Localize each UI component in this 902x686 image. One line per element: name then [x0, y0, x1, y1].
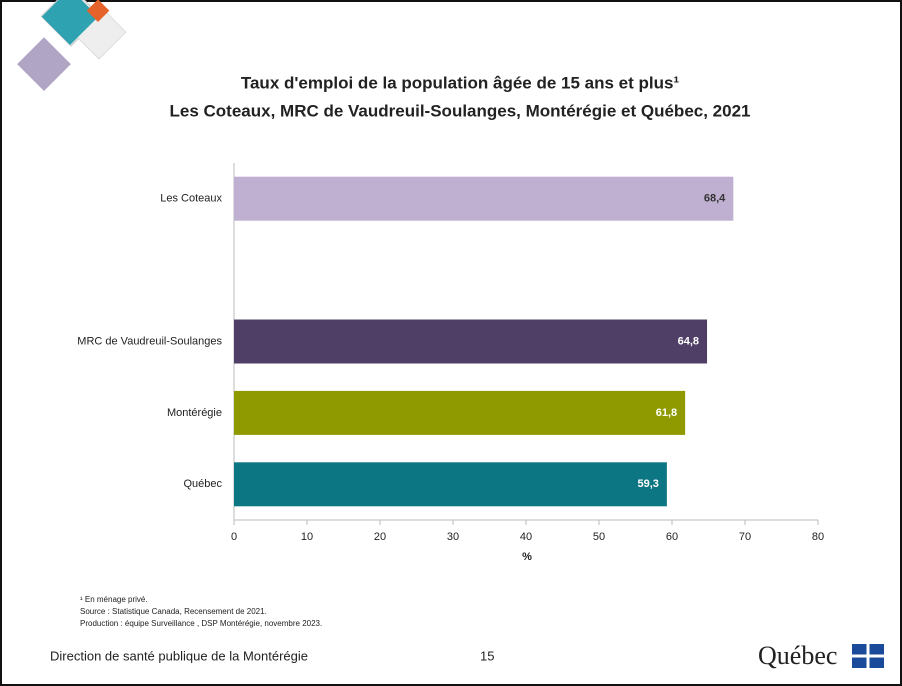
- deco-square: [17, 37, 71, 91]
- x-axis-label: %: [522, 551, 532, 563]
- footnote: Production : équipe Surveillance , DSP M…: [80, 619, 322, 628]
- x-tick-label: 20: [374, 531, 386, 543]
- x-tick-label: 80: [812, 531, 824, 543]
- footnote: Source : Statistique Canada, Recensement…: [80, 607, 267, 616]
- deco-square: [86, 0, 110, 22]
- chart-title: Les Coteaux, MRC de Vaudreuil-Soulanges,…: [170, 101, 751, 120]
- page-number: 15: [480, 648, 494, 663]
- x-tick-label: 30: [447, 531, 459, 543]
- x-tick-label: 70: [739, 531, 751, 543]
- value-label: 59,3: [637, 478, 658, 490]
- footer: Direction de santé publique de la Montér…: [50, 648, 308, 663]
- y-tick-label: Montérégie: [167, 407, 222, 419]
- logo-text: Québec: [758, 641, 837, 670]
- bar: [234, 390, 686, 435]
- x-tick-label: 40: [520, 531, 532, 543]
- logo-flag: [852, 644, 884, 668]
- x-tick-label: 50: [593, 531, 605, 543]
- footnote: ¹ En ménage privé.: [80, 595, 148, 604]
- chart-title: Taux d'emploi de la population âgée de 1…: [241, 73, 680, 92]
- y-tick-label: Les Coteaux: [160, 193, 222, 205]
- decoration: [17, 0, 127, 91]
- value-label: 61,8: [656, 407, 677, 419]
- bar: [234, 319, 708, 364]
- flag-cross: [852, 654, 884, 658]
- value-label: 68,4: [704, 193, 726, 205]
- deco-square: [41, 0, 99, 45]
- value-label: 64,8: [678, 335, 699, 347]
- y-tick-label: Québec: [183, 478, 222, 490]
- bar: [234, 176, 734, 221]
- x-tick-label: 60: [666, 531, 678, 543]
- x-tick-label: 0: [231, 531, 237, 543]
- bar: [234, 462, 667, 507]
- y-tick-label: MRC de Vaudreuil-Soulanges: [77, 335, 222, 347]
- x-tick-label: 10: [301, 531, 313, 543]
